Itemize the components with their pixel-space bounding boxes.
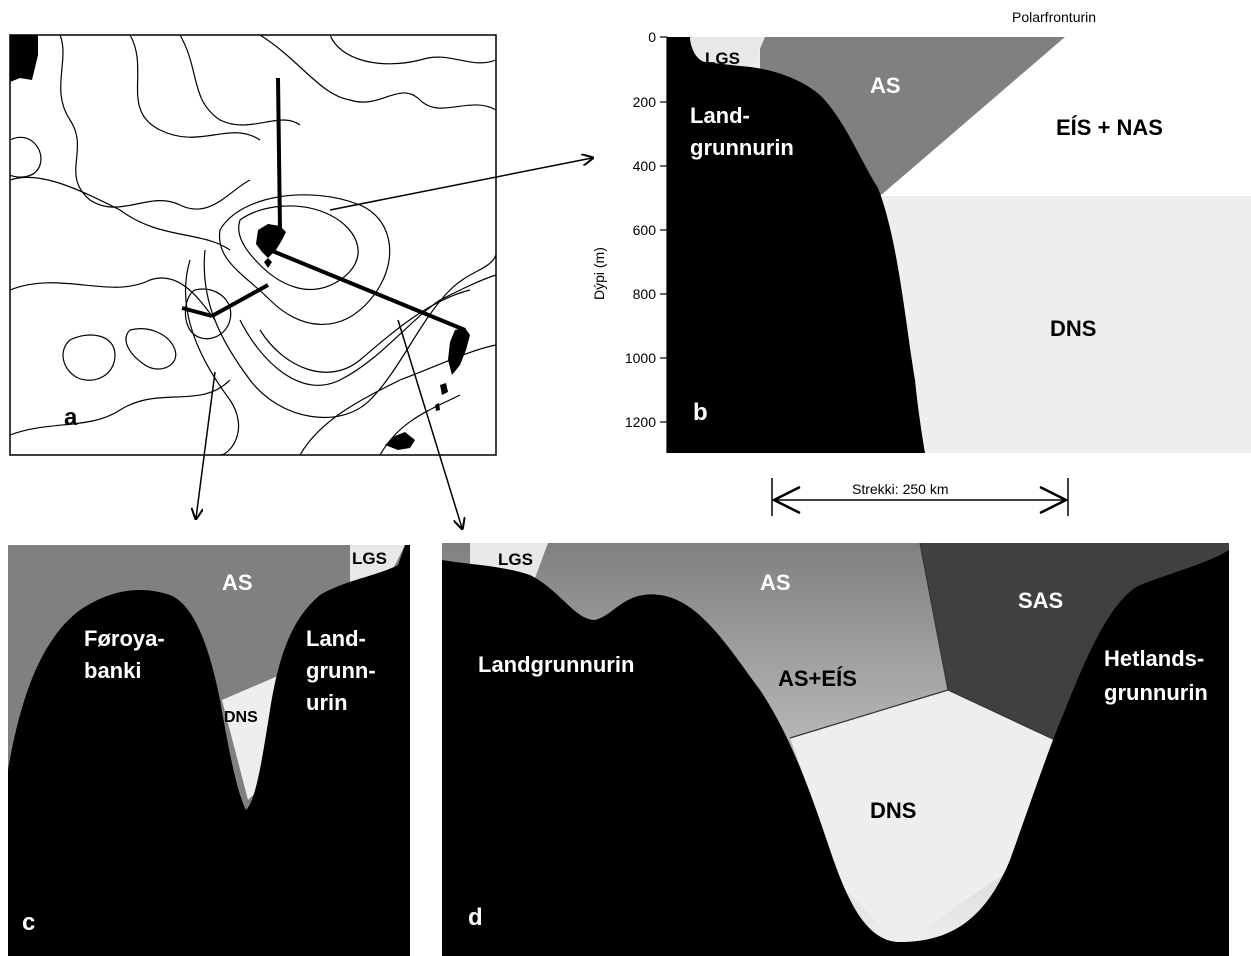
map-section-lines [181,77,466,332]
d-label-hl1: Hetlands- [1104,646,1204,671]
map-landmass-nw [10,35,38,82]
b-ytick-800: 800 [633,286,657,302]
b-ytick-0: 0 [648,29,656,45]
map-island-faroe [256,224,286,258]
d-label-as: AS [760,570,791,595]
arrow-to-b [329,158,592,211]
d-label-as-eis: AS+EÍS [778,666,857,691]
panel-d-letter: d [468,904,483,931]
scale-label: Strekki: 250 km [852,481,948,497]
connector-arrows [196,158,592,528]
panel-a-letter: a [64,404,78,431]
panel-b-section: 0 200 400 600 800 1000 1200 Dýpi (m) Pol… [591,9,1251,453]
b-ytick-400: 400 [633,158,657,174]
b-top-label: Polarfronturin [1012,9,1096,25]
d-label-landgrunnurin: Landgrunnurin [478,652,634,677]
b-label-lgs: LGS [705,49,740,68]
b-y-ticks [660,36,667,423]
b-label-land2: grunnurin [690,135,794,160]
panel-c-letter: c [22,909,35,936]
d-landmass [442,550,1229,956]
b-ytick-1200: 1200 [625,414,656,430]
panel-a-map: a [9,34,497,456]
b-ylabel: Dýpi (m) [591,247,607,300]
scale-bar: Strekki: 250 km [771,478,1069,516]
d-label-hl2: grunnurin [1104,680,1208,705]
c-label-as: AS [222,570,253,595]
d-label-dns: DNS [870,798,916,823]
map-contours [9,34,497,456]
panel-b-letter: b [693,399,708,426]
map-frame [9,34,497,456]
b-ytick-600: 600 [633,222,657,238]
b-lgs-area [690,37,765,68]
b-label-eis-nas: EÍS + NAS [1056,115,1163,140]
b-label-as: AS [870,73,901,98]
d-label-lgs: LGS [498,550,533,569]
b-ytick-200: 200 [633,94,657,110]
map-island-shetland [448,328,470,375]
c-label-lg3: urin [306,690,348,715]
arrow-to-c [196,371,216,518]
d-label-sas: SAS [1018,588,1063,613]
b-ytick-1000: 1000 [625,350,656,366]
panel-c-section: AS LGS Føroya- banki Land- grunn- urin D… [8,545,410,956]
c-label-lg1: Land- [306,626,366,651]
b-shelf-landmass [667,37,925,453]
b-label-dns: DNS [1050,316,1096,341]
c-label-dns: DNS [224,709,258,726]
c-label-fb2: banki [84,658,141,683]
c-lgs-area [350,545,405,585]
c-label-fb1: Føroya- [84,626,165,651]
c-landmass [8,545,410,956]
arrow-to-d [397,319,462,528]
d-dns-area [790,690,1055,945]
c-label-lgs: LGS [352,549,387,568]
c-label-lg2: grunn- [306,658,376,683]
panel-d-section: LGS AS AS+EÍS SAS Landgrunnurin Hetlands… [442,542,1229,956]
b-label-land1: Land- [690,103,750,128]
